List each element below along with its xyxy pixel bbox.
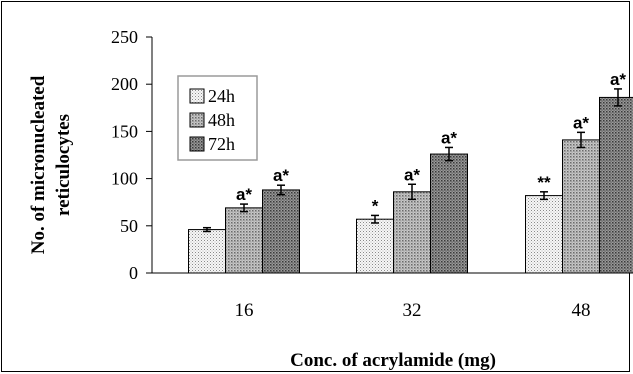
y-tick-label: 200 xyxy=(111,74,138,94)
y-tick-label: 50 xyxy=(120,216,138,236)
y-tick-label: 0 xyxy=(129,263,138,283)
legend-label-48h: 48h xyxy=(208,110,235,130)
legend-label-72h: 72h xyxy=(208,134,235,154)
annotation-72h-32: a* xyxy=(441,128,457,147)
significance-annotations: a* a* * a* a* ** a* a* xyxy=(236,70,626,215)
bar-24h-32 xyxy=(356,218,394,274)
x-tick-label-32: 32 xyxy=(403,300,422,321)
bar-72h-32 xyxy=(430,153,468,274)
annotation-24h-32: * xyxy=(372,196,379,215)
legend-swatch-48h xyxy=(189,112,205,128)
annotation-48h-48: a* xyxy=(573,113,589,132)
annotation-72h-16: a* xyxy=(273,166,289,185)
bar-48h-32 xyxy=(393,191,431,274)
legend: 24h 48h 72h xyxy=(177,75,258,161)
y-axis-label-line2: reticulocytes xyxy=(53,114,74,216)
x-tick-label-16: 16 xyxy=(235,300,254,321)
y-tick-label: 250 xyxy=(111,27,138,47)
y-axis-label-line1: No. of micronucleated xyxy=(28,75,49,254)
legend-swatch-72h xyxy=(189,136,205,152)
bar-48h-48 xyxy=(562,139,600,274)
x-tick-labels: 16 32 48 xyxy=(235,300,591,321)
y-tick-label: 150 xyxy=(111,121,138,141)
bar-24h-48 xyxy=(525,195,563,274)
annotation-72h-48: a* xyxy=(610,70,626,89)
x-axis-label: Conc. of acrylamide (mg) xyxy=(290,350,496,371)
x-tick-label-48: 48 xyxy=(572,300,591,321)
bar-48h-16 xyxy=(225,207,263,274)
annotation-24h-48: ** xyxy=(537,173,551,192)
bar-72h-48 xyxy=(599,96,633,274)
y-tick-label: 100 xyxy=(111,169,138,189)
error-bars xyxy=(203,88,622,233)
annotation-48h-16: a* xyxy=(236,185,252,204)
bar-72h-16 xyxy=(262,189,300,274)
bars xyxy=(188,96,633,274)
legend-swatch-24h xyxy=(189,88,205,104)
y-ticks: 0 50 100 150 200 250 xyxy=(111,27,152,283)
y-axis-label: No. of micronucleated reticulocytes xyxy=(28,75,74,254)
legend-label-24h: 24h xyxy=(208,86,235,106)
annotation-48h-32: a* xyxy=(404,165,420,184)
bar-24h-16 xyxy=(188,229,226,274)
